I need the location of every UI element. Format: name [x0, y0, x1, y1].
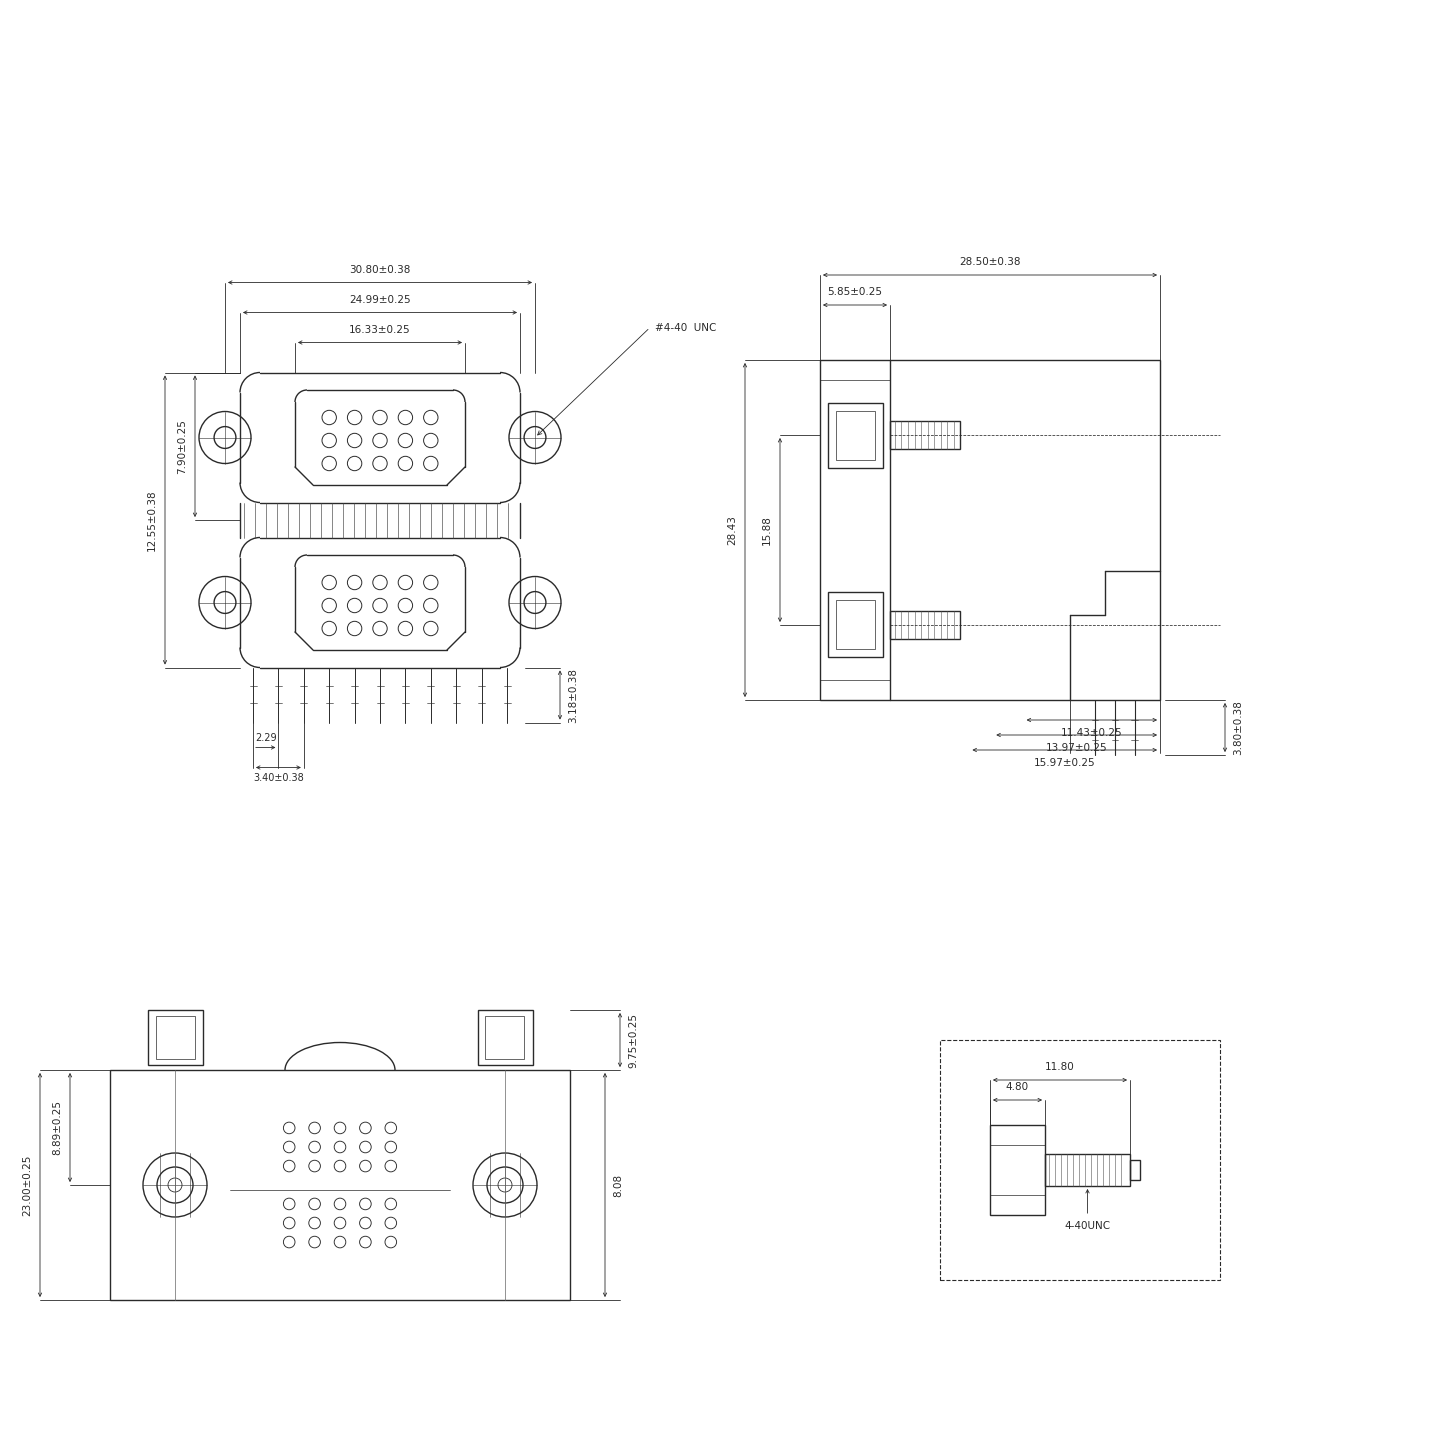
Text: 12.55±0.38: 12.55±0.38: [147, 490, 157, 552]
Text: 3.40±0.38: 3.40±0.38: [253, 772, 304, 782]
Bar: [890, 611, 960, 639]
Bar: [819, 360, 1161, 700]
Text: 11.43±0.25: 11.43±0.25: [1061, 729, 1123, 739]
Bar: [828, 592, 883, 658]
Bar: [989, 1125, 1045, 1215]
Text: 5.85±0.25: 5.85±0.25: [828, 287, 883, 297]
Bar: [109, 1070, 570, 1300]
Text: 15.88: 15.88: [762, 516, 772, 544]
Text: 8.08: 8.08: [613, 1174, 624, 1197]
Text: 7.90±0.25: 7.90±0.25: [177, 419, 187, 474]
Bar: [156, 1017, 194, 1058]
Bar: [890, 420, 960, 449]
Bar: [1045, 1153, 1130, 1187]
Text: 4-40UNC: 4-40UNC: [1064, 1221, 1110, 1231]
Bar: [940, 1040, 1220, 1280]
Text: 24.99±0.25: 24.99±0.25: [348, 295, 410, 304]
Text: 23.00±0.25: 23.00±0.25: [22, 1155, 32, 1215]
Bar: [837, 410, 876, 459]
Text: 2.29: 2.29: [255, 733, 276, 743]
Text: 13.97±0.25: 13.97±0.25: [1045, 743, 1107, 753]
Text: 3.18±0.38: 3.18±0.38: [567, 668, 577, 723]
Bar: [1130, 1161, 1140, 1179]
Text: 9.75±0.25: 9.75±0.25: [628, 1012, 638, 1067]
Text: 15.97±0.25: 15.97±0.25: [1034, 757, 1096, 768]
Bar: [837, 600, 876, 649]
Text: 16.33±0.25: 16.33±0.25: [348, 324, 410, 334]
Text: 28.43: 28.43: [727, 516, 737, 544]
Bar: [828, 403, 883, 468]
Text: 4.80: 4.80: [1007, 1081, 1030, 1092]
Bar: [478, 1009, 533, 1066]
Text: 8.89±0.25: 8.89±0.25: [52, 1100, 62, 1155]
Bar: [147, 1009, 203, 1066]
Text: 28.50±0.38: 28.50±0.38: [959, 256, 1021, 266]
Text: 3.80±0.38: 3.80±0.38: [1233, 700, 1243, 755]
Bar: [485, 1017, 524, 1058]
Text: 11.80: 11.80: [1045, 1063, 1074, 1071]
Text: #4-40  UNC: #4-40 UNC: [655, 323, 716, 333]
Text: 30.80±0.38: 30.80±0.38: [350, 265, 410, 275]
